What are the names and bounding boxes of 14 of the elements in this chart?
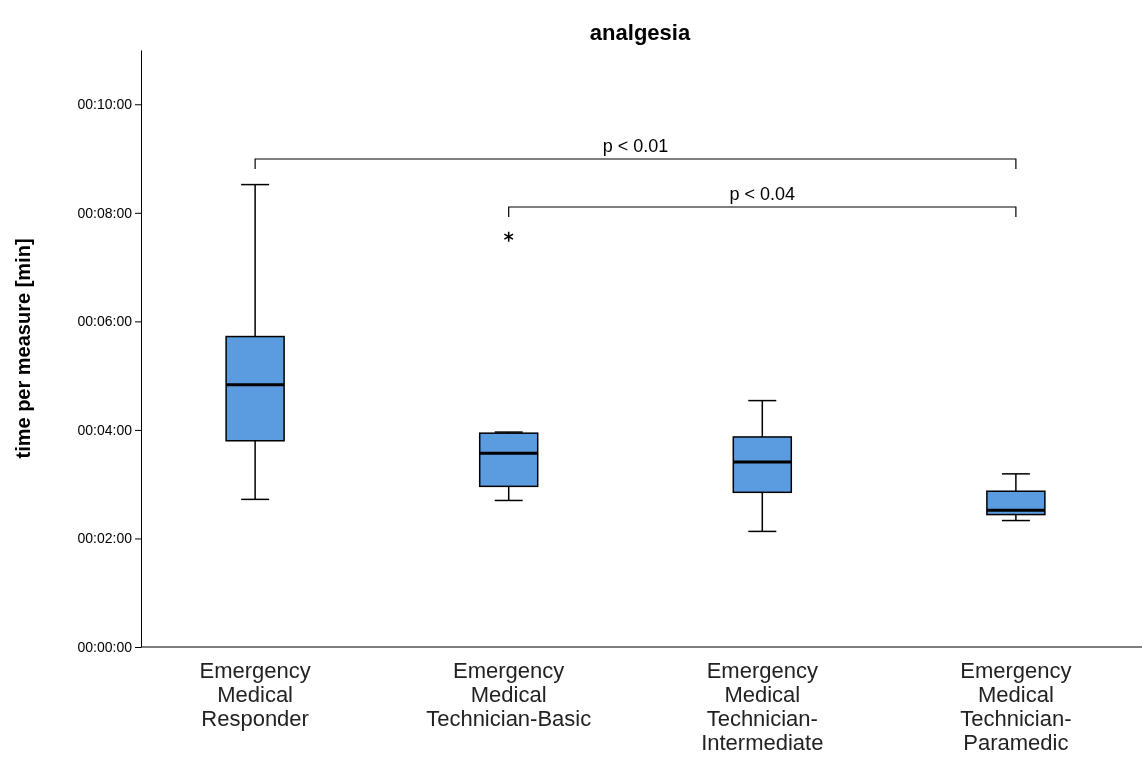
y-tick-label: 00:00:00 bbox=[77, 638, 133, 655]
x-tick-label: Emergency Medical Responder bbox=[199, 658, 311, 731]
x-tick-label: Emergency Medical Technician-Intermediate bbox=[701, 658, 824, 755]
y-tick-label: 00:06:00 bbox=[77, 313, 133, 330]
x-tick-label: Emergency Medical Technician-Basic bbox=[426, 658, 592, 731]
y-tick-label: 00:08:00 bbox=[77, 204, 133, 221]
chart-title: analgesia bbox=[589, 20, 691, 45]
x-tick-label: Emergency Medical Technician-Paramedic bbox=[960, 658, 1072, 755]
annotation: p < 0.01 bbox=[602, 136, 669, 156]
y-tick-label: 00:10:00 bbox=[77, 96, 133, 113]
annotation: p < 0.04 bbox=[729, 184, 796, 204]
y-tick-label: 00:02:00 bbox=[77, 530, 133, 547]
y-tick-label: 00:04:00 bbox=[77, 421, 133, 438]
y-axis-title: time per measure [min] bbox=[12, 238, 34, 459]
